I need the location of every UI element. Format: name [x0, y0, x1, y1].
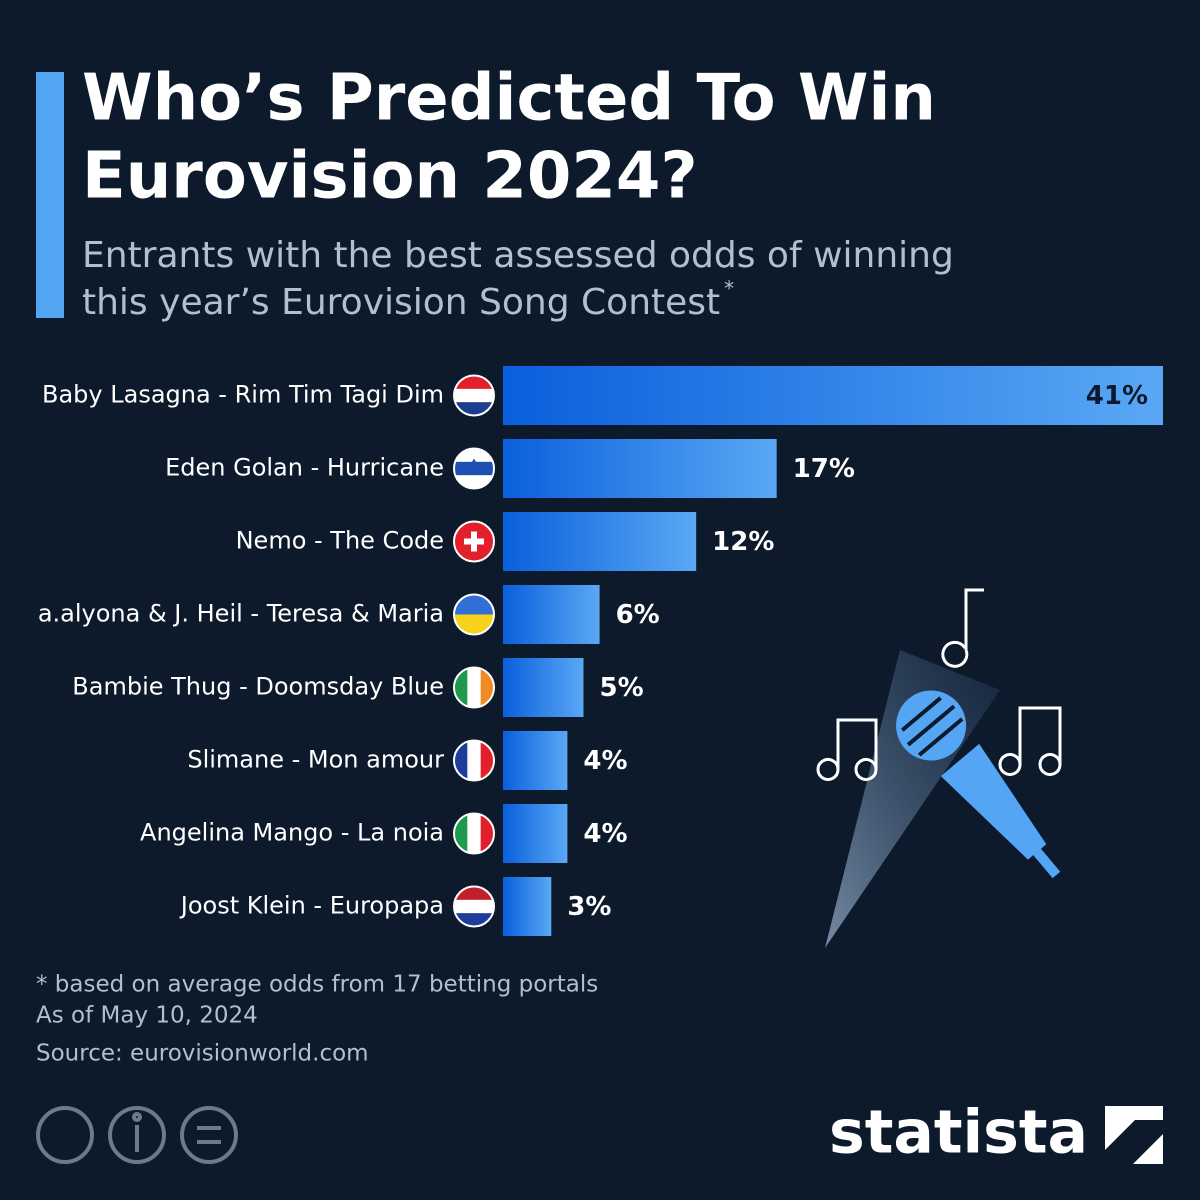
flag	[453, 520, 495, 563]
value-label: 3%	[567, 892, 611, 922]
flag-star	[465, 458, 483, 474]
value-label: 5%	[599, 673, 643, 703]
value-label: 41%	[1086, 381, 1148, 411]
chart-title: Who’s Predicted To Win	[82, 62, 936, 136]
source: Source: eurovisionworld.com	[36, 1041, 369, 1067]
note: As of May 10, 2024	[36, 1003, 258, 1029]
flag-ring	[453, 593, 495, 636]
value-label: 12%	[712, 527, 774, 557]
value-label: 17%	[793, 454, 855, 484]
flag-stripe	[454, 461, 494, 476]
flag-cross	[464, 538, 484, 545]
microphone-illustration	[816, 588, 1062, 948]
flag-ring	[453, 812, 495, 855]
bar	[503, 804, 568, 863]
flag-stripe	[454, 594, 494, 605]
y-tick-label: Angelina Mango - La noia	[140, 819, 444, 847]
flag-stripe	[467, 740, 482, 781]
y-tick-label: Slimane - Mon amour	[187, 746, 444, 774]
subtitle: Entrants with the best assessed odds of …	[82, 235, 954, 276]
title-accent	[36, 72, 64, 318]
flag-stripe	[454, 388, 494, 403]
bar	[503, 585, 600, 644]
bar	[503, 512, 697, 571]
flag	[453, 812, 495, 855]
y-tick-label: Baby Lasagna - Rim Tim Tagi Dim	[42, 381, 444, 409]
bar	[503, 366, 1163, 425]
subtitle-marker: *	[724, 277, 734, 301]
y-tick-label: Bambie Thug - Doomsday Blue	[72, 673, 444, 701]
flag-stripe	[467, 813, 482, 854]
value-label: 6%	[616, 600, 660, 630]
flag-stripe	[467, 667, 482, 708]
flag-stripe	[454, 604, 494, 615]
bar	[503, 658, 584, 717]
bar	[503, 731, 568, 790]
flag-stripe	[454, 624, 494, 635]
flag-ring	[453, 739, 495, 782]
value-label: 4%	[583, 819, 627, 849]
y-tick-label: a.alyona & J. Heil - Teresa & Maria	[38, 600, 444, 628]
flag	[453, 885, 495, 928]
flag-ring	[453, 885, 495, 928]
flag-ring	[453, 520, 495, 563]
subtitle: this year’s Eurovision Song Contest	[82, 282, 720, 323]
flag	[453, 447, 495, 490]
note: * based on average odds from 17 betting …	[36, 972, 598, 998]
flag-ring	[453, 374, 495, 417]
flag	[453, 593, 495, 636]
y-tick-label: Nemo - The Code	[236, 527, 444, 555]
chart-title: Eurovision 2024?	[82, 140, 698, 214]
flag-ring	[453, 666, 495, 709]
bar	[503, 439, 777, 498]
flag	[453, 666, 495, 709]
brand-logo: statista	[829, 1098, 1088, 1168]
brand-mark	[1105, 1106, 1163, 1164]
flag-stripe	[454, 614, 494, 625]
flag	[453, 739, 495, 782]
y-tick-label: Joost Klein - Europapa	[179, 892, 444, 920]
y-tick-label: Eden Golan - Hurricane	[165, 454, 444, 482]
bar	[503, 877, 552, 936]
value-label: 4%	[583, 746, 627, 776]
flag-ring	[453, 447, 495, 490]
license-icons	[36, 1106, 238, 1164]
flag-stripe	[454, 899, 494, 914]
flag	[453, 374, 495, 417]
